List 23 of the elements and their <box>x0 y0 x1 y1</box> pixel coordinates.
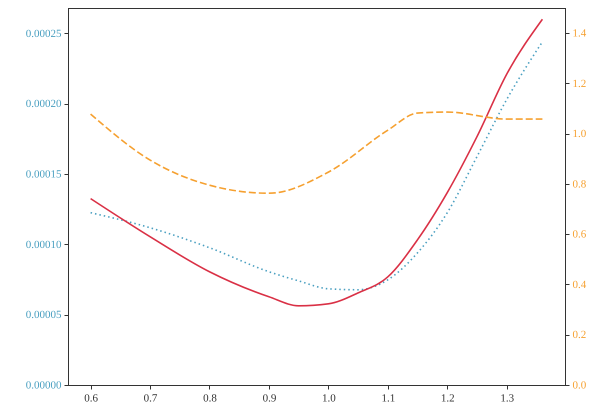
y2-tick-label: 0.4 <box>572 278 587 291</box>
y-tick-label: 0.00015 <box>26 168 62 180</box>
y2-tick-label: 0.0 <box>572 380 587 392</box>
y2-tick-label: 0.2 <box>572 329 586 342</box>
y2-tick-label: 0.6 <box>572 228 587 241</box>
x-tick-label: 1.3 <box>500 392 515 404</box>
y2-tick-label: 1.0 <box>572 128 587 140</box>
y2-tick-label: 1.4 <box>572 28 587 40</box>
y-tick-label: 0.00020 <box>26 98 62 110</box>
y-tick-label: 0.00025 <box>26 28 62 40</box>
line-series <box>90 111 544 194</box>
y2-tick-label: 0.8 <box>572 178 587 190</box>
x-tick-label: 1.0 <box>322 392 336 404</box>
x-tick-label: 1.2 <box>440 392 455 404</box>
y-tick-label: 0.00005 <box>26 309 62 322</box>
y2-tick-label: 1.2 <box>572 78 586 90</box>
y-tick-label: 0.00010 <box>26 238 62 251</box>
x-tick-label: 1.1 <box>381 392 396 404</box>
x-tick-label: 0.9 <box>262 392 277 404</box>
x-tick-label: 0.8 <box>203 392 218 404</box>
x-tick-label: 0.6 <box>84 392 98 404</box>
y-tick-label: 0.00000 <box>26 380 62 392</box>
x-tick-label: 0.7 <box>144 392 158 404</box>
